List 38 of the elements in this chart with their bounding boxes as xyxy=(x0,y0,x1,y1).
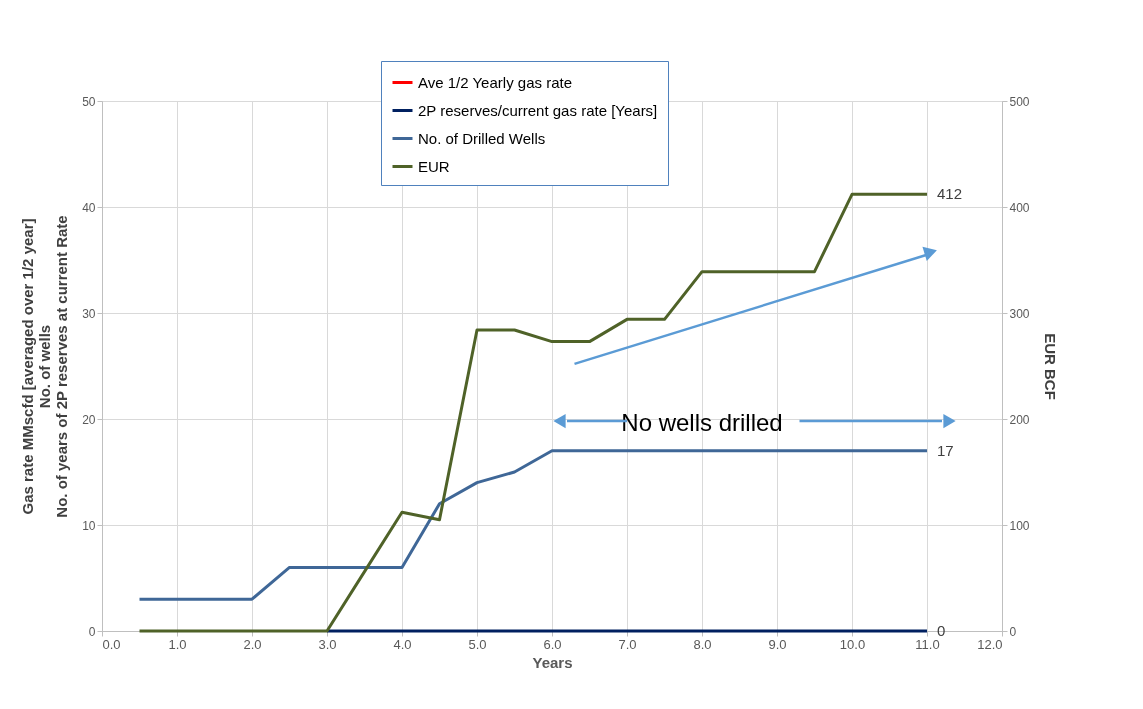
x-tick-label: 8.0 xyxy=(693,636,712,652)
y-tick-label: 40 xyxy=(82,200,96,215)
line-series xyxy=(138,192,929,633)
y2-tick-label: 500 xyxy=(1009,94,1030,109)
y2-tick-label: 300 xyxy=(1009,306,1030,321)
x-tick-label: 11.0 xyxy=(915,636,940,652)
x-tick-label: 6.0 xyxy=(543,636,562,652)
x-tick-label: 7.0 xyxy=(618,636,637,652)
y2-tick-label: 400 xyxy=(1009,200,1030,215)
legend-label: 2P reserves/current gas rate [Years] xyxy=(418,101,658,119)
data-label: 0 xyxy=(937,622,946,639)
y2-tick-label: 200 xyxy=(1009,412,1030,427)
x-axis-title: Years xyxy=(532,653,573,671)
data-label: 412 xyxy=(937,185,963,203)
y-tick-label: 30 xyxy=(82,306,96,321)
annotation: No wells drilled xyxy=(621,409,783,437)
x-tick-label: 0.0 xyxy=(102,636,121,652)
legend-label: EUR xyxy=(418,157,450,175)
x-tick-label: 12.0 xyxy=(977,636,1003,652)
y2-axis-title: EUR BCF xyxy=(1041,333,1059,400)
y-tick-label: 10 xyxy=(82,518,96,533)
line-series xyxy=(138,449,929,601)
x-tick-label: 9.0 xyxy=(768,636,787,652)
x-tick-label: 1.0 xyxy=(168,636,187,652)
y-axis-title: Gas rate MMscfd [averaged over 1/2 year] No. of wells No. of years of 2P reserves at current Rate xyxy=(19,215,71,518)
y-tick-label: 20 xyxy=(82,412,96,427)
x-tick-label: 4.0 xyxy=(393,636,412,652)
y2-tick-label: 0 xyxy=(1009,624,1017,639)
data-label: 17 xyxy=(937,441,954,459)
x-tick-label: 10.0 xyxy=(839,636,866,652)
legend-label: No. of Drilled Wells xyxy=(418,129,546,147)
legend-label: Ave 1/2 Yearly gas rate xyxy=(418,73,572,91)
y2-tick-label: 100 xyxy=(1009,518,1030,533)
y-tick-label: 0 xyxy=(88,624,96,639)
x-tick-label: 5.0 xyxy=(468,636,487,652)
x-tick-label: 2.0 xyxy=(243,636,262,652)
x-tick-label: 3.0 xyxy=(318,636,337,652)
y-tick-label: 50 xyxy=(82,94,96,109)
